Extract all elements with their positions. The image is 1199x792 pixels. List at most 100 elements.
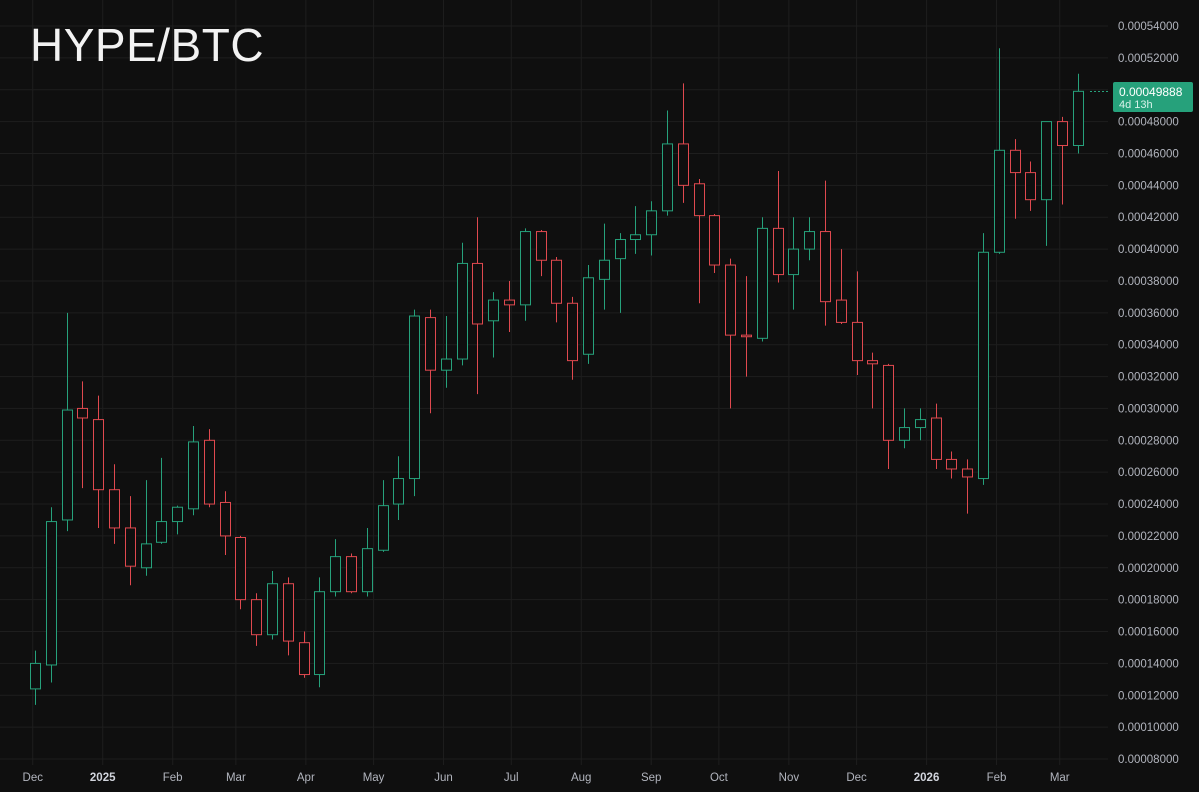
candle	[457, 242, 468, 366]
candle	[220, 491, 231, 556]
last-price-value: 0.00049888	[1119, 85, 1183, 99]
time-tick-label: Apr	[297, 772, 315, 784]
time-tick-label: 2026	[914, 772, 940, 784]
candle-body	[520, 231, 531, 306]
candle	[883, 363, 894, 469]
candle	[188, 425, 199, 516]
candle-body	[978, 251, 989, 480]
candle-body	[551, 259, 562, 304]
candle-body	[867, 360, 878, 365]
candle-body	[567, 302, 578, 362]
candle	[836, 249, 847, 324]
candle-body	[362, 548, 373, 593]
candle	[931, 403, 942, 469]
candle	[646, 201, 657, 256]
candle	[172, 505, 183, 535]
candle-body	[709, 215, 720, 266]
price-tick-label: 0.00042000	[1118, 212, 1179, 224]
candle	[820, 180, 831, 326]
candle-body	[820, 231, 831, 303]
candle-body	[393, 478, 404, 505]
candle-body	[299, 642, 310, 676]
candle-body	[30, 662, 41, 690]
candle-body	[425, 317, 436, 371]
price-tick-label: 0.00026000	[1118, 467, 1179, 479]
candle	[299, 631, 310, 678]
time-tick-label: Sep	[641, 772, 661, 784]
candles	[30, 48, 1108, 705]
candle-body	[125, 527, 136, 567]
candle	[30, 650, 41, 705]
time-tick-label: Nov	[779, 772, 800, 784]
candle-body	[77, 407, 88, 419]
candle-body	[946, 458, 957, 470]
candle	[978, 233, 989, 485]
candle-body	[883, 364, 894, 441]
price-tick-label: 0.00012000	[1118, 690, 1179, 702]
candle-body	[62, 409, 73, 521]
candle	[314, 577, 325, 688]
price-tick-label: 0.00028000	[1118, 435, 1179, 447]
candle-body	[235, 537, 246, 601]
candle-body	[646, 210, 657, 236]
time-tick-label: Mar	[226, 772, 246, 784]
candle	[551, 257, 562, 323]
price-tick-label: 0.00014000	[1118, 658, 1179, 670]
candle-body	[583, 277, 594, 355]
candle	[757, 217, 768, 342]
candle	[994, 48, 1005, 254]
candle-body	[630, 234, 641, 241]
candle	[520, 228, 531, 321]
candle	[804, 217, 815, 261]
candle	[283, 577, 294, 656]
price-tick-label: 0.00036000	[1118, 308, 1179, 320]
candle-body	[283, 583, 294, 642]
candle-body	[773, 227, 784, 276]
price-tick-label: 0.00046000	[1118, 148, 1179, 160]
time-tick-label: Dec	[23, 772, 44, 784]
candle-body	[472, 262, 483, 325]
candle-body	[1041, 121, 1052, 201]
candle-body	[156, 521, 167, 543]
time-tick-label: May	[363, 772, 385, 784]
candle-body	[615, 239, 626, 260]
price-tick-label: 0.00044000	[1118, 180, 1179, 192]
candle	[125, 496, 136, 586]
candle	[425, 309, 436, 414]
price-tick-label: 0.00032000	[1118, 372, 1179, 384]
price-tick-label: 0.00052000	[1118, 53, 1179, 65]
candle-body	[267, 583, 278, 636]
candle-body	[46, 521, 57, 666]
last-price-badge: 0.00049888 4d 13h	[1113, 82, 1193, 112]
candle	[46, 507, 57, 683]
candle-body	[188, 441, 199, 510]
price-tick-label: 0.00048000	[1118, 117, 1179, 129]
candle	[362, 527, 373, 597]
price-tick-label: 0.00020000	[1118, 563, 1179, 575]
candle-body	[1073, 90, 1084, 147]
candle	[599, 223, 610, 310]
candle-body	[931, 417, 942, 460]
candle-body	[741, 334, 752, 338]
candle	[741, 276, 752, 377]
candle-body	[204, 439, 215, 505]
candle	[867, 352, 878, 409]
time-axis[interactable]: Dec 2025 Feb Mar Apr May Jun Jul Aug Sep Oct Nov Dec…	[23, 772, 1070, 784]
price-tick-label: 0.00022000	[1118, 531, 1179, 543]
price-axis[interactable]: 0.000540000.000520000.000500000.00048000…	[1118, 21, 1179, 766]
candle	[694, 178, 705, 304]
candle-body	[852, 321, 863, 362]
candle-body	[346, 556, 357, 593]
price-tick-label: 0.00018000	[1118, 595, 1179, 607]
candle	[141, 480, 152, 576]
price-tick-label: 0.00016000	[1118, 627, 1179, 639]
candle-body	[220, 501, 231, 537]
candle-body	[1010, 149, 1021, 174]
time-tick-label: Jul	[504, 772, 519, 784]
candle	[1057, 116, 1068, 205]
price-tick-label: 0.00030000	[1118, 403, 1179, 415]
chart-title: HYPE/BTC	[30, 19, 265, 71]
candle-body	[899, 427, 910, 441]
candle	[409, 309, 420, 497]
